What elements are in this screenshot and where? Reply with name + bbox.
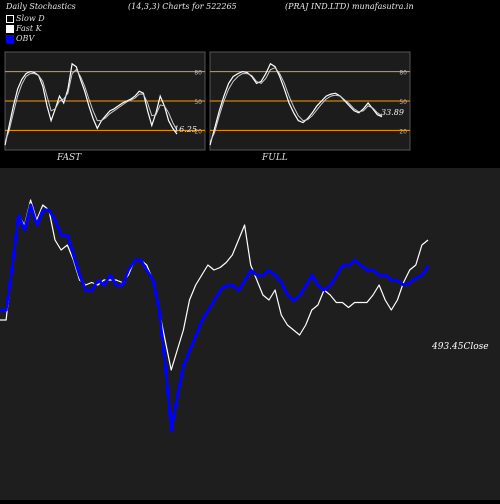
fast-level-label-50: 50 xyxy=(194,99,202,106)
full-level-label-50: 50 xyxy=(399,99,407,106)
close-word: Close xyxy=(463,342,489,352)
legend-label-fast-k: Fast K xyxy=(16,24,42,33)
close-value: 493.45 xyxy=(432,342,464,352)
fast-series-0-line xyxy=(4,62,178,146)
legend-label-obv: OBV xyxy=(16,34,35,43)
legend-label-slow-d: Slow D xyxy=(16,14,45,23)
obv-line xyxy=(0,203,430,432)
legend-item-fast-k: Fast K xyxy=(6,24,42,33)
chart-params: (14,3,3) Charts for 522265 xyxy=(128,2,237,11)
price-line xyxy=(0,199,429,371)
full-series-0-line xyxy=(209,62,383,146)
slow-d-swatch xyxy=(6,15,14,23)
full-annotation: 33.89 xyxy=(381,108,404,117)
fast-k-swatch xyxy=(6,25,14,33)
obv-swatch xyxy=(6,35,14,43)
fast-annotation: 16.25 xyxy=(174,125,197,134)
price-panel-bg xyxy=(0,168,500,500)
fast-level-label-80: 80 xyxy=(194,70,202,77)
full-level-label-80: 80 xyxy=(399,70,407,77)
company-name: (PRAJ IND.LTD) munafasutra.in xyxy=(285,2,414,11)
fast-level-label-20: 20 xyxy=(194,128,202,135)
full-level-label-20: 20 xyxy=(399,128,407,135)
panel-label-full: FULL xyxy=(262,153,288,163)
full-series-1-line xyxy=(209,67,383,143)
legend-item-obv: OBV xyxy=(6,34,34,43)
legend-item-slow-d: Slow D xyxy=(6,14,45,23)
chart-title: Daily Stochastics xyxy=(6,2,76,11)
close-price-label: 493.45Close xyxy=(432,342,489,352)
fast-series-1-line xyxy=(4,68,178,143)
panel-label-fast: FAST xyxy=(57,153,82,163)
